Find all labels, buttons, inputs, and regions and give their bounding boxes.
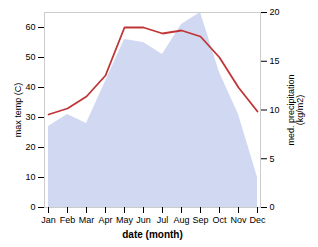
svg-text:May: May: [116, 215, 134, 225]
svg-text:date (month): date (month): [122, 229, 183, 240]
svg-text:max temp (C): max temp (C): [13, 83, 23, 138]
svg-text:Jun: Jun: [136, 215, 151, 225]
svg-text:Jan: Jan: [41, 215, 56, 225]
svg-text:30: 30: [25, 112, 35, 122]
svg-text:20: 20: [270, 7, 280, 17]
svg-text:Sep: Sep: [192, 215, 208, 225]
svg-text:Feb: Feb: [60, 215, 76, 225]
svg-text:15: 15: [270, 56, 280, 66]
svg-text:Apr: Apr: [98, 215, 112, 225]
svg-text:50: 50: [25, 52, 35, 62]
svg-text:10: 10: [25, 172, 35, 182]
svg-text:60: 60: [25, 22, 35, 32]
svg-text:Jul: Jul: [157, 215, 169, 225]
svg-text:Mar: Mar: [79, 215, 95, 225]
svg-text:med. precipitation(kg/m2): med. precipitation(kg/m2): [286, 74, 305, 145]
svg-text:0: 0: [30, 202, 35, 212]
svg-text:Oct: Oct: [212, 215, 227, 225]
svg-text:40: 40: [25, 82, 35, 92]
svg-text:Aug: Aug: [173, 215, 189, 225]
svg-text:Nov: Nov: [230, 215, 247, 225]
svg-text:Dec: Dec: [249, 215, 266, 225]
svg-text:10: 10: [270, 105, 280, 115]
svg-text:5: 5: [270, 154, 275, 164]
svg-text:20: 20: [25, 142, 35, 152]
svg-text:0: 0: [270, 202, 275, 212]
